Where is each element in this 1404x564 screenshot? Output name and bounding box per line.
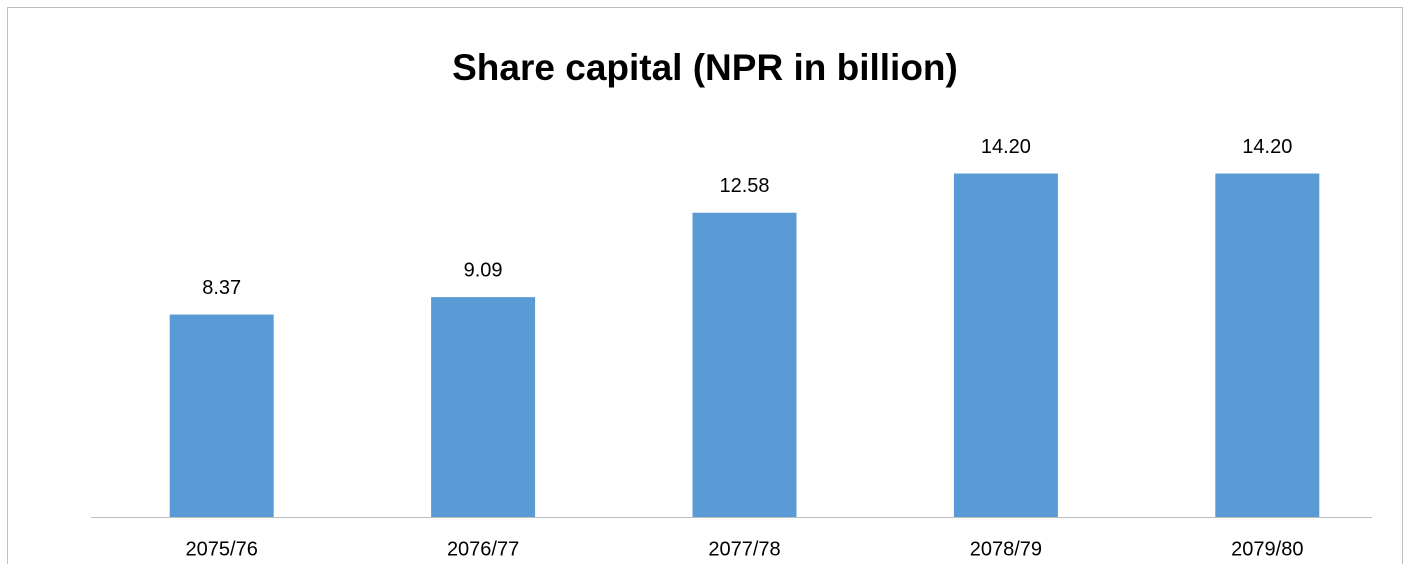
chart-border (7, 7, 1403, 564)
x-tick-label: 2078/79 (970, 538, 1042, 560)
chart-title: Share capital (NPR in billion) (452, 47, 958, 88)
x-tick-label: 2079/80 (1231, 538, 1303, 560)
data-label: 9.09 (464, 259, 503, 281)
data-label: 14.20 (1242, 136, 1292, 158)
bar (431, 297, 536, 517)
bar (692, 212, 797, 517)
data-label: 14.20 (981, 136, 1031, 158)
bar (169, 314, 274, 517)
x-tick-label: 2077/78 (708, 538, 780, 560)
x-tick-label: 2075/76 (186, 538, 258, 560)
bar (953, 173, 1058, 517)
data-label: 12.58 (719, 175, 769, 197)
data-label: 8.37 (202, 277, 241, 299)
x-tick-label: 2076/77 (447, 538, 519, 560)
bar (1215, 173, 1320, 517)
